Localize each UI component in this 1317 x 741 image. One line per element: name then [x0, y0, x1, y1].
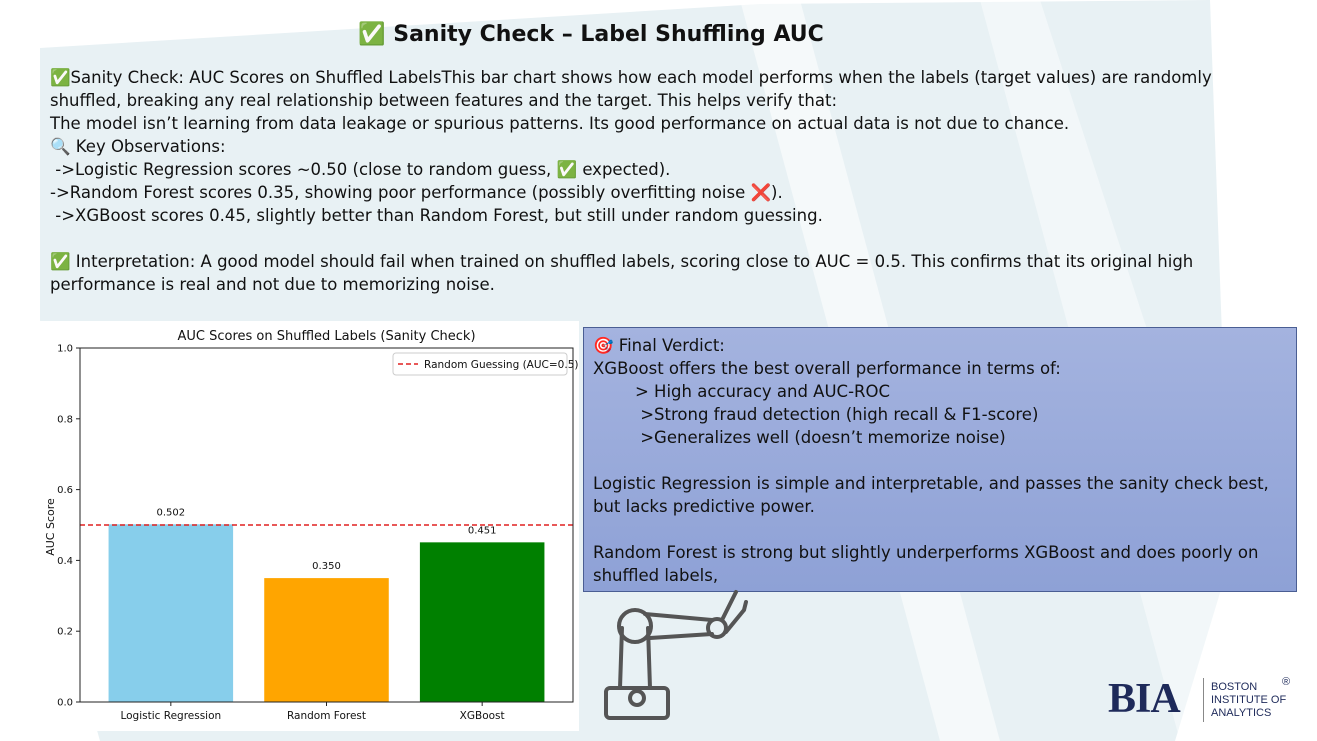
verdict-line: Random Forest is strong but slightly und… [593, 543, 1264, 585]
slide-title: ✅ Sanity Check – Label Shuffling AUC [358, 22, 824, 47]
y-tick-label: 0.6 [57, 485, 73, 496]
y-tick-label: 0.8 [57, 414, 73, 425]
body-line: ->XGBoost scores 0.45, slightly better t… [50, 206, 823, 225]
body-line: The model isn’t learning from data leaka… [50, 114, 1070, 133]
bar-xgboost [419, 542, 545, 702]
logo-name: BOSTON INSTITUTE OF ANALYTICS [1211, 681, 1286, 720]
chart-title: AUC Scores on Shuffled Labels (Sanity Ch… [177, 329, 475, 344]
verdict-line: > High accuracy and AUC-ROC [593, 382, 890, 401]
bar-logistic-regression [108, 524, 234, 702]
y-tick-label: 0.2 [57, 627, 73, 638]
body-line: ✅ Interpretation: A good model should fa… [50, 252, 1199, 294]
plot-frame [79, 347, 574, 703]
logo-name-line: ANALYTICS [1211, 707, 1272, 719]
bar-random-forest [264, 578, 389, 702]
bar-value-label: 0.451 [468, 525, 497, 536]
logo-divider [1203, 678, 1204, 722]
legend: Random Guessing (AUC=0.5) [392, 352, 578, 376]
bia-logo: BIA BOSTON INSTITUTE OF ANALYTICS ® [1108, 676, 1298, 726]
registered-mark: ® [1282, 676, 1291, 688]
body-line: ->Random Forest scores 0.35, showing poo… [50, 183, 783, 202]
verdict-line: XGBoost offers the best overall performa… [593, 359, 1061, 378]
body-text: ✅Sanity Check: AUC Scores on Shuffled La… [50, 66, 1220, 296]
verdict-line [593, 518, 1287, 541]
x-tick-label: Random Forest [287, 710, 366, 722]
y-tick-label: 0.4 [57, 556, 73, 567]
verdict-line: 🎯 Final Verdict: [593, 336, 725, 355]
logo-name-line: BOSTON [1211, 681, 1258, 693]
robot-arm-icon [604, 590, 748, 720]
x-tick-label: Logistic Regression [120, 710, 221, 722]
logo-mark: BIA [1108, 676, 1181, 722]
y-axis-label: AUC Score [44, 498, 57, 556]
body-line [50, 227, 1220, 250]
y-tick-label: 1.0 [57, 344, 73, 355]
verdict-line: Logistic Regression is simple and interp… [593, 474, 1275, 516]
x-tick-label: XGBoost [460, 710, 505, 722]
auc-bar-chart: AUC Scores on Shuffled Labels (Sanity Ch… [44, 329, 578, 722]
verdict-line [593, 449, 1287, 472]
verdict-line: >Generalizes well (doesn’t memorize nois… [593, 428, 1006, 447]
body-line: ✅Sanity Check: AUC Scores on Shuffled La… [50, 68, 1217, 110]
chart-container: AUC Scores on Shuffled Labels (Sanity Ch… [36, 321, 579, 731]
logo-name-line: INSTITUTE OF [1211, 694, 1287, 706]
y-tick-label: 0.0 [57, 698, 73, 709]
bar-value-label: 0.502 [157, 507, 186, 518]
final-verdict-box: 🎯 Final Verdict: XGBoost offers the best… [583, 327, 1297, 592]
verdict-line: >Strong fraud detection (high recall & F… [593, 405, 1039, 424]
legend-label: Random Guessing (AUC=0.5) [424, 359, 578, 371]
body-line: 🔍 Key Observations: [50, 137, 226, 156]
body-line: ->Logistic Regression scores ~0.50 (clos… [50, 160, 671, 179]
legend-box [392, 352, 568, 376]
bar-value-label: 0.350 [312, 561, 341, 572]
